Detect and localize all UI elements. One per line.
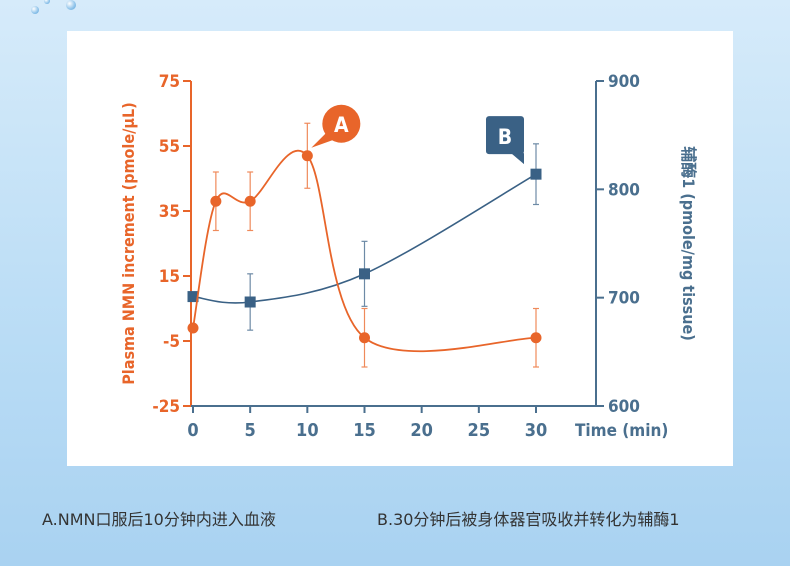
series-a-point: [301, 150, 313, 162]
callout-b-bubble: [486, 116, 524, 155]
series-a-point: [210, 195, 222, 207]
chart-caption: A.NMN口服后10分钟内进入血液 B.30分钟后被身体器官吸收并转化为辅酶1: [0, 506, 790, 530]
x-tick-label: 30: [525, 420, 548, 441]
series-a-point: [530, 332, 542, 344]
series-b-point: [244, 296, 256, 308]
x-tick-label: 15: [353, 420, 376, 441]
y-left-tick-label: -5: [163, 332, 180, 352]
y-left-tick-label: 35: [159, 202, 180, 222]
x-tick-label: 5: [245, 420, 256, 441]
y-left-axis-label: Plasma NMN increment (pmole/μL): [119, 102, 138, 384]
callout-b-pointer: [511, 153, 524, 165]
y-left-tick-label: 15: [159, 267, 180, 287]
series-b-point: [530, 168, 542, 180]
decor-bubble: [31, 6, 39, 14]
series-a-point: [244, 195, 256, 207]
x-tick-label: 0: [187, 420, 198, 441]
x-tick-label: 20: [410, 420, 433, 441]
decor-bubble: [66, 0, 76, 10]
callout-a-label: A: [334, 113, 349, 137]
series-a-point: [187, 322, 199, 334]
callout-b-label: B: [498, 125, 512, 149]
caption-b: B.30分钟后被身体器官吸收并转化为辅酶1: [377, 510, 680, 529]
series-a-line: [192, 149, 537, 353]
series-a-point: [359, 332, 370, 344]
y-left-tick-label: -25: [152, 397, 180, 417]
chart-card: 75 55 35 15 -5 -25 900 800 700 600 0 5 10 15 20 25 30 Tim…: [67, 31, 733, 466]
caption-a: A.NMN口服后10分钟内进入血液: [42, 510, 276, 529]
y-right-tick-label: 600: [608, 397, 640, 417]
y-right-axis-label: 辅酶1 (pmole/mg tissue): [679, 146, 698, 341]
series-b-point: [359, 268, 370, 280]
x-tick-label: 25: [468, 420, 491, 441]
y-left-tick-label: 75: [159, 72, 180, 92]
series-b-point: [187, 291, 199, 303]
decor-bubble: [44, 0, 50, 4]
y-left-tick-label: 55: [159, 137, 180, 157]
series-b-line: [192, 173, 537, 304]
x-axis-label: Time (min): [575, 421, 668, 441]
x-tick-label: 10: [296, 420, 319, 441]
line-chart: 75 55 35 15 -5 -25 900 800 700 600 0 5 10 15 20 25 30 Tim…: [119, 72, 698, 441]
y-right-tick-label: 800: [608, 180, 640, 200]
y-right-tick-label: 900: [608, 72, 640, 92]
y-right-tick-label: 700: [608, 289, 640, 309]
callout-a-bubble: [322, 104, 361, 143]
